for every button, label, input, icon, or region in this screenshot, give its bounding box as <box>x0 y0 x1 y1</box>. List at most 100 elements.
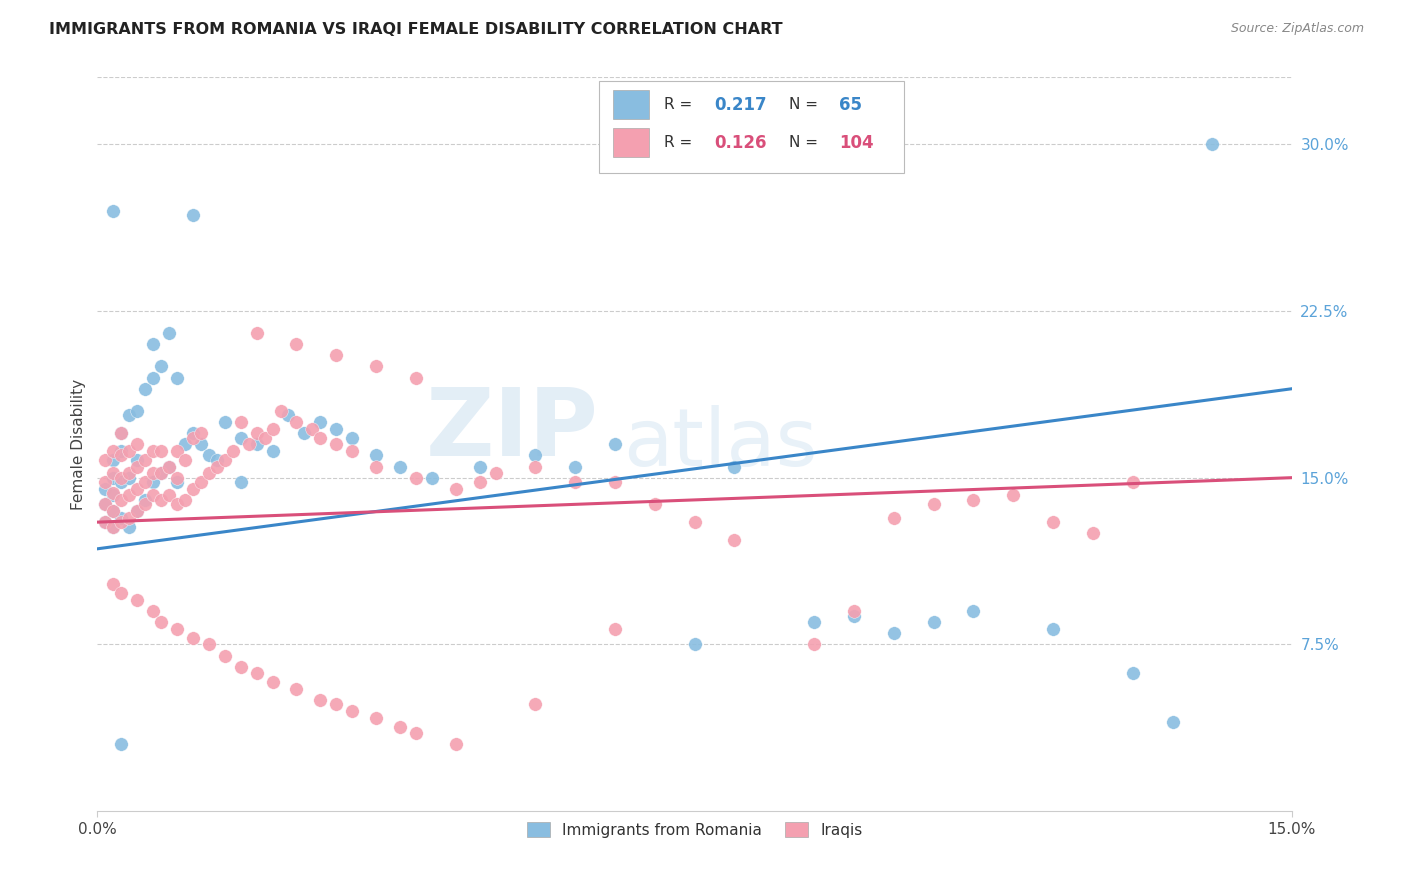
FancyBboxPatch shape <box>613 128 650 157</box>
Point <box>524 698 547 712</box>
Point <box>134 492 156 507</box>
Point <box>103 444 125 458</box>
Point <box>883 626 905 640</box>
Point <box>205 453 228 467</box>
Point <box>883 510 905 524</box>
Point <box>181 426 204 441</box>
Point <box>644 497 666 511</box>
Point <box>262 675 284 690</box>
FancyBboxPatch shape <box>599 81 904 173</box>
Point <box>166 470 188 484</box>
Point <box>127 482 149 496</box>
Point <box>134 382 156 396</box>
Point <box>110 475 132 489</box>
Text: 0.126: 0.126 <box>714 134 766 152</box>
Point <box>564 475 586 489</box>
Point <box>564 459 586 474</box>
Point <box>181 482 204 496</box>
Text: ZIP: ZIP <box>426 384 599 475</box>
Point <box>174 437 197 451</box>
Point <box>253 431 276 445</box>
Point <box>103 203 125 218</box>
Point <box>301 422 323 436</box>
Point <box>842 604 865 618</box>
Point <box>842 608 865 623</box>
Point <box>150 444 173 458</box>
Point <box>277 409 299 423</box>
Point <box>309 431 332 445</box>
Point <box>142 444 165 458</box>
Point <box>110 444 132 458</box>
Point <box>134 453 156 467</box>
Point <box>166 475 188 489</box>
Point <box>229 659 252 673</box>
Text: Source: ZipAtlas.com: Source: ZipAtlas.com <box>1230 22 1364 36</box>
Point <box>118 409 141 423</box>
Point <box>110 738 132 752</box>
Point <box>118 467 141 481</box>
Point <box>342 431 364 445</box>
Point <box>181 431 204 445</box>
Point <box>294 426 316 441</box>
Point <box>94 475 117 489</box>
Point <box>174 492 197 507</box>
Point <box>325 437 347 451</box>
Text: R =: R = <box>664 136 697 150</box>
Point <box>110 515 132 529</box>
Point <box>364 359 387 374</box>
Point <box>166 444 188 458</box>
Text: N =: N = <box>789 136 823 150</box>
Point <box>1122 666 1144 681</box>
Point <box>142 488 165 502</box>
Point <box>388 459 411 474</box>
Point <box>142 467 165 481</box>
Point <box>229 475 252 489</box>
Point <box>166 370 188 384</box>
Point <box>405 370 427 384</box>
Point <box>110 449 132 463</box>
Point <box>524 459 547 474</box>
Point <box>150 467 173 481</box>
Point <box>285 681 308 696</box>
Y-axis label: Female Disability: Female Disability <box>72 379 86 510</box>
Point <box>134 497 156 511</box>
Point <box>103 470 125 484</box>
Point <box>142 604 165 618</box>
Point <box>127 459 149 474</box>
Point <box>962 492 984 507</box>
Point <box>309 693 332 707</box>
Point <box>246 437 269 451</box>
Point <box>110 492 132 507</box>
Point <box>103 519 125 533</box>
Point <box>94 497 117 511</box>
Point <box>103 486 125 500</box>
Point <box>110 586 132 600</box>
Legend: Immigrants from Romania, Iraqis: Immigrants from Romania, Iraqis <box>520 815 869 844</box>
Point <box>127 504 149 518</box>
Point <box>1042 622 1064 636</box>
Point <box>142 475 165 489</box>
Point <box>134 475 156 489</box>
Point <box>166 497 188 511</box>
Point <box>94 515 117 529</box>
Point <box>205 459 228 474</box>
Text: R =: R = <box>664 97 697 112</box>
Point <box>103 504 125 518</box>
Point <box>127 504 149 518</box>
Point <box>181 208 204 222</box>
Point <box>468 475 491 489</box>
Point <box>342 444 364 458</box>
Point <box>468 459 491 474</box>
Point <box>214 415 236 429</box>
Point <box>190 426 212 441</box>
Point <box>683 515 706 529</box>
Text: IMMIGRANTS FROM ROMANIA VS IRAQI FEMALE DISABILITY CORRELATION CHART: IMMIGRANTS FROM ROMANIA VS IRAQI FEMALE … <box>49 22 783 37</box>
Point <box>364 711 387 725</box>
Point <box>190 437 212 451</box>
Point <box>262 422 284 436</box>
Point <box>103 488 125 502</box>
Point <box>118 470 141 484</box>
Point <box>723 459 745 474</box>
Point <box>1042 515 1064 529</box>
Point <box>229 415 252 429</box>
